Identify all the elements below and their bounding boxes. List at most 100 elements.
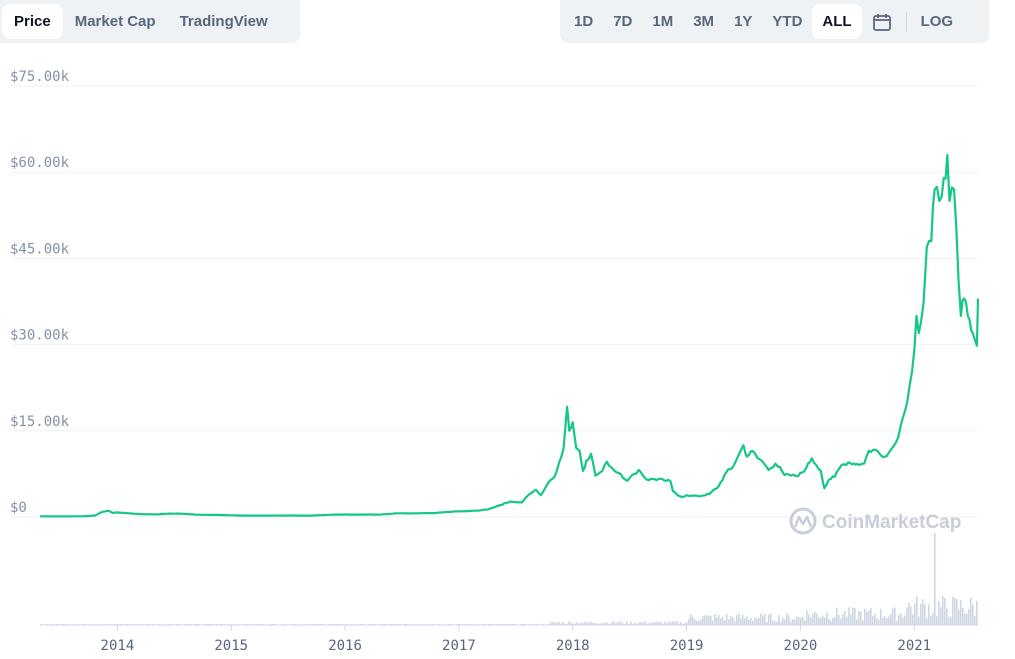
volume-bar [560,623,562,625]
volume-bar [826,612,828,625]
volume-bar [750,617,752,625]
volume-bar [198,623,200,625]
volume-bar [648,623,650,625]
volume-bar [902,617,904,625]
volume-bar [858,611,860,625]
volume-bar [602,622,604,625]
volume-bar [788,615,790,625]
volume-bar [670,622,672,625]
volume-bar [736,614,738,625]
calendar-button[interactable] [862,4,902,39]
volume-bar [558,621,560,625]
volume-bar [882,617,884,625]
volume-bar [928,604,930,625]
volume-bar [814,611,816,625]
volume-bar [690,614,692,625]
volume-bar [338,623,340,625]
range-1d[interactable]: 1D [574,13,594,30]
volume-bar [668,621,670,625]
volume-bar [782,617,784,625]
volume-bar [460,623,462,625]
volume-bar [880,608,882,625]
volume-bar [572,623,574,625]
volume-bar [514,623,516,625]
volume-bar [756,618,758,625]
volume-bar [888,616,890,625]
volume-bar [926,618,928,625]
volume-bar [922,599,924,625]
volume-bar [974,615,976,625]
tab-price[interactable]: Price [2,4,63,39]
volume-bar [820,617,822,625]
volume-bar [714,614,716,625]
volume-bar [696,620,698,625]
range-3m[interactable]: 3M [693,13,715,30]
volume-bar [676,621,678,625]
volume-bar [700,619,702,625]
volume-bar [768,614,770,625]
x-tick-label: 2015 [214,638,248,654]
volume-bar [778,614,780,625]
volume-bar [618,622,620,625]
volume-bar [758,617,760,625]
range-7d[interactable]: 7D [613,13,633,30]
volume-bar [878,619,880,625]
volume-bar [950,616,952,625]
volume-bar [604,623,606,625]
volume-bar [664,621,666,625]
volume-bar [362,623,364,625]
y-tick-label: $0 [10,500,27,516]
volume-bar [764,613,766,625]
x-tick-label: 2019 [670,638,704,654]
volume-bar [956,599,958,625]
volume-bar [56,623,58,625]
volume-bar [722,616,724,625]
volume-bar [844,610,846,625]
volume-bar [524,623,526,625]
volume-bar [716,617,718,625]
range-1m[interactable]: 1M [652,13,674,30]
tab-tradingview[interactable]: TradingView [179,13,268,30]
volume-bar [660,621,662,625]
volume-bar [580,623,582,625]
volume-bar [640,622,642,625]
volume-bar [726,614,728,625]
volume-bar [830,620,832,625]
volume-bar [810,617,812,625]
volume-bar [790,621,792,625]
volume-bar [730,615,732,625]
volume-bar [872,616,874,625]
volume-bar [952,596,954,625]
volume-bar [394,623,396,625]
volume-bar [340,623,342,625]
volume-bar [662,623,664,625]
volume-bar [886,618,888,625]
volume-bar [688,618,690,625]
volume-bar [966,613,968,625]
volume-bar [314,623,316,625]
volume-bar [570,621,572,625]
volume-bar [562,621,564,625]
chart-type-tabs: Price Market Cap TradingView [0,0,300,43]
volume-bar [804,620,806,625]
volume-bar [776,621,778,625]
volume-bar [600,623,602,625]
volume-bar [458,623,460,625]
volume-bar [954,598,956,625]
volume-bar [904,615,906,625]
x-tick-label: 2020 [784,638,818,654]
range-1y[interactable]: 1Y [734,13,753,30]
volume-bar [556,622,558,625]
volume-bar [626,621,628,625]
volume-bar [976,600,978,625]
y-tick-label: $75.00k [10,69,70,85]
volume-bar [576,622,578,625]
range-ytd[interactable]: YTD [772,13,803,30]
range-all[interactable]: ALL [812,4,862,39]
tab-market-cap[interactable]: Market Cap [74,13,156,30]
volume-bar [890,613,892,625]
volume-bar [646,623,648,625]
volume-bar [678,623,680,625]
log-scale-toggle[interactable]: LOG [920,13,954,30]
volume-bar [894,607,896,625]
